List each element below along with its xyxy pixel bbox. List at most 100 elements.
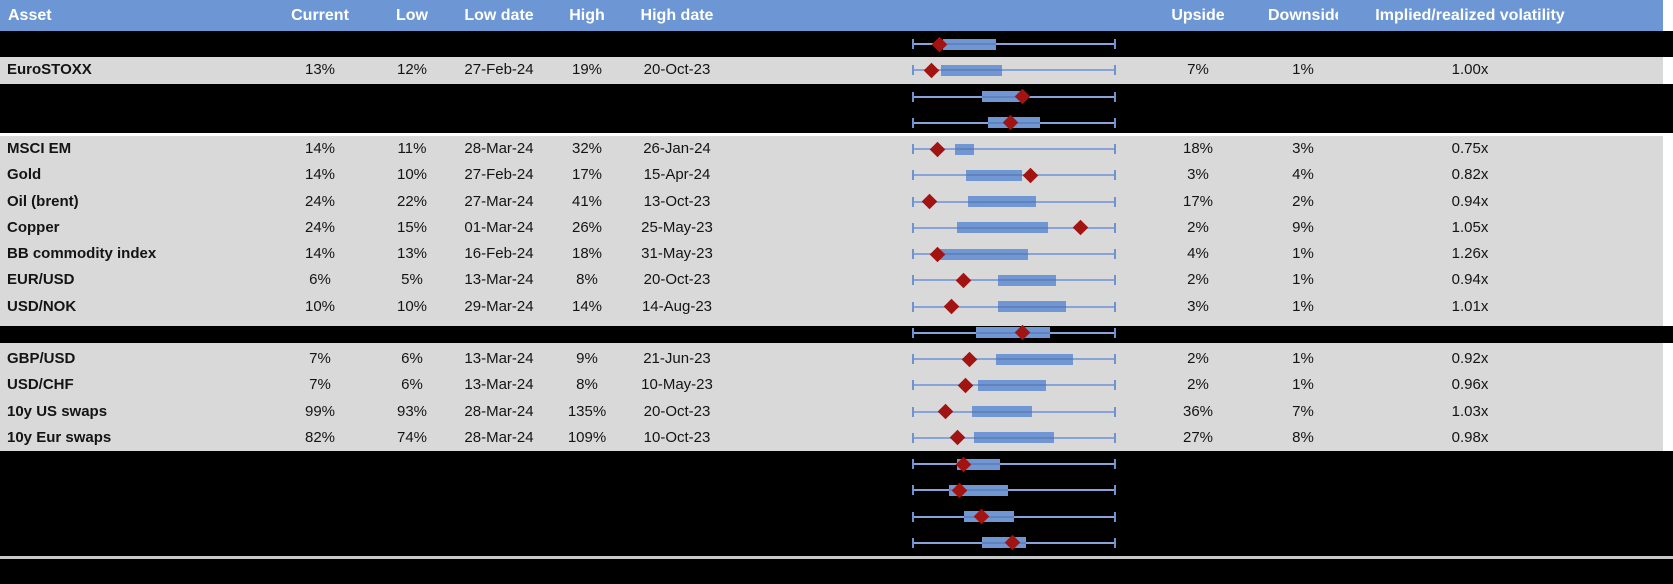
- redacted-row: [0, 529, 1673, 556]
- cell-high: 109%: [567, 428, 607, 446]
- boxplot-box: [981, 91, 1025, 103]
- whisker-cap-left: [912, 91, 914, 102]
- whisker-line: [913, 515, 1115, 518]
- cell-implied-realized: 0.75x: [1451, 140, 1489, 157]
- cell-asset: 10y Eur swaps: [7, 428, 112, 446]
- whisker-cap-right: [1114, 432, 1116, 443]
- cell-spacer: [1602, 425, 1663, 451]
- cell-current: 13%: [304, 61, 336, 79]
- cell-downside: 3%: [1292, 140, 1314, 157]
- cell-high-date: 15-Apr-24: [643, 166, 711, 184]
- whisker-cap-left: [912, 117, 914, 128]
- cell-low: 6%: [401, 376, 423, 394]
- boxplot-box: [955, 143, 974, 155]
- table-row: 10y Eur swaps 82% 74% 28-Mar-24 109% 10-Oct-2…: [0, 424, 1673, 451]
- redaction-block: [0, 477, 1673, 504]
- cell-implied-realized: 0.94x: [1451, 271, 1489, 289]
- whisker-cap-left: [912, 170, 914, 181]
- cell-spacer: [1602, 136, 1663, 162]
- boxplot-box: [967, 196, 1037, 208]
- row-cells: MSCI EM 14% 11% 28-Mar-24 32% 26-Jan-24 18% 3% 0…: [0, 136, 1663, 162]
- marker-diamond: [929, 141, 945, 157]
- cell-implied-realized: 0.94x: [1451, 192, 1489, 210]
- boxplot-box-midline: [981, 95, 1025, 98]
- col-header-high-date: High date: [640, 7, 714, 24]
- cell-downside: 7%: [1292, 402, 1314, 420]
- cell-asset: GBP/USD: [7, 350, 76, 367]
- boxplot-box: [939, 248, 1029, 260]
- boxplot-box-midline: [955, 148, 974, 151]
- col-header-upside: Upside: [1171, 7, 1225, 24]
- cell-low-date: 28-Mar-24: [464, 428, 534, 446]
- cell-low-date: 01-Mar-24: [464, 218, 534, 236]
- table-row: USD/CHF 7% 6% 13-Mar-24 8% 10-May-23 2% 1% 0.96x: [0, 372, 1673, 399]
- marker-diamond: [943, 298, 960, 315]
- cell-high-date: 20-Oct-23: [643, 402, 711, 420]
- table-row: 10y US swaps 99% 93% 28-Mar-24 135% 20-Oct-23…: [0, 398, 1673, 425]
- boxplot: [912, 477, 1116, 503]
- cell-high: 8%: [576, 271, 598, 289]
- table-row: BB commodity index 14% 13% 16-Feb-24 18% 31-M…: [0, 241, 1673, 268]
- boxplot-box-midline: [997, 279, 1057, 282]
- cell-low-date: 13-Mar-24: [464, 350, 534, 367]
- whisker-cap-right: [1114, 380, 1116, 391]
- boxplot: [912, 451, 1116, 477]
- marker-diamond: [957, 377, 974, 394]
- cell-low: 5%: [401, 271, 423, 289]
- row-background: [0, 372, 1663, 399]
- col-header-boxplot-spacer: [744, 0, 1128, 31]
- whisker-cap-left: [912, 380, 914, 391]
- table-row: Gold 14% 10% 27-Feb-24 17% 15-Apr-24 3% 4% 0.82x: [0, 162, 1673, 189]
- boxplot-box: [981, 537, 1027, 549]
- whisker-cap-right: [1114, 537, 1116, 548]
- boxplot-box-midline: [971, 410, 1033, 413]
- cell-low: 10%: [396, 297, 428, 315]
- redaction-block: [0, 529, 1673, 556]
- cell-low: 11%: [397, 140, 427, 157]
- boxplot-box: [943, 38, 996, 50]
- whisker-cap-left: [912, 485, 914, 496]
- row-background: [0, 57, 1663, 84]
- col-header-current: Current: [291, 7, 349, 24]
- col-header-low-date: Low date: [464, 7, 534, 24]
- whisker-cap-left: [912, 249, 914, 260]
- row-background: [0, 162, 1663, 189]
- cell-current: 24%: [304, 192, 336, 210]
- redacted-row: [0, 109, 1673, 136]
- cell-low: 12%: [396, 61, 428, 79]
- cell-high-date: 14-Aug-23: [641, 297, 713, 315]
- cell-high-date: 25-May-23: [641, 218, 713, 236]
- whisker-cap-right: [1114, 327, 1116, 338]
- row-cells: 10y US swaps 99% 93% 28-Mar-24 135% 20-Oct-23…: [0, 399, 1663, 425]
- whisker-cap-left: [912, 432, 914, 443]
- row-background: [0, 398, 1663, 425]
- whisker-cap-right: [1114, 117, 1116, 128]
- redaction-block: [0, 451, 1673, 478]
- whisker-cap-left: [912, 301, 914, 312]
- marker-diamond: [937, 403, 954, 420]
- table-body: EuroSTOXX 13% 12% 27-Feb-24 19% 20-Oct-23 7% 1%…: [0, 31, 1673, 557]
- cell-implied-realized: 1.01x: [1451, 297, 1489, 315]
- boxplot-box: [957, 222, 1049, 234]
- cell-implied-realized: 1.03x: [1451, 402, 1489, 420]
- boxplot-box: [977, 379, 1047, 391]
- boxplot: [912, 241, 1116, 267]
- cell-downside: 9%: [1292, 218, 1314, 236]
- cell-low: 13%: [396, 245, 428, 262]
- cell-upside: 36%: [1182, 402, 1214, 420]
- cell-downside: 1%: [1292, 271, 1314, 289]
- boxplot: [912, 294, 1116, 320]
- cell-spacer: [1602, 241, 1663, 267]
- cell-implied-realized: 0.92x: [1451, 350, 1489, 367]
- table-row: MSCI EM 14% 11% 28-Mar-24 32% 26-Jan-24 18% 3% 0…: [0, 136, 1673, 163]
- whisker-cap-right: [1114, 144, 1116, 155]
- boxplot-box-midline: [965, 174, 1023, 177]
- separator-line: [0, 556, 1673, 559]
- boxplot-box-midline: [973, 436, 1055, 439]
- row-cells: Oil (brent) 24% 22% 27-Mar-24 41% 13-Oct-23 17…: [0, 189, 1663, 215]
- cell-upside: 7%: [1187, 61, 1209, 79]
- cell-low-date: 27-Mar-24: [464, 192, 534, 210]
- cell-high: 41%: [571, 192, 603, 210]
- boxplot-box: [997, 274, 1057, 286]
- whisker-cap-left: [912, 39, 914, 50]
